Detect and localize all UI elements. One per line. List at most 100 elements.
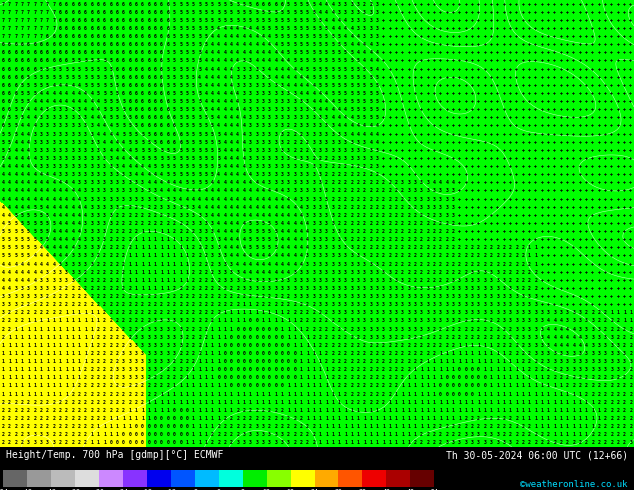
Text: 1: 1 <box>433 367 436 372</box>
Text: 2: 2 <box>154 213 157 218</box>
Text: +: + <box>509 1 512 6</box>
Text: +: + <box>446 140 448 145</box>
Text: 2: 2 <box>313 326 315 332</box>
Text: 6: 6 <box>122 67 125 72</box>
Text: +: + <box>585 172 588 177</box>
Text: +: + <box>414 156 417 161</box>
Text: 2: 2 <box>179 302 182 307</box>
Text: +: + <box>592 148 594 153</box>
Text: 5: 5 <box>173 91 176 96</box>
Text: 1: 1 <box>458 416 461 421</box>
Text: 2: 2 <box>382 229 385 234</box>
Text: +: + <box>541 196 543 201</box>
Text: 2: 2 <box>395 351 398 356</box>
Text: +: + <box>433 91 436 96</box>
Text: 2: 2 <box>389 384 391 389</box>
Text: 7: 7 <box>40 1 42 6</box>
Text: 2: 2 <box>332 189 334 194</box>
Text: 2: 2 <box>217 294 220 299</box>
Text: 5: 5 <box>27 229 30 234</box>
Text: +: + <box>579 91 581 96</box>
Text: +: + <box>566 99 569 104</box>
Text: 1: 1 <box>598 416 600 421</box>
Text: +: + <box>566 91 569 96</box>
Text: 6: 6 <box>91 34 93 39</box>
Text: 2: 2 <box>287 424 290 429</box>
Text: 2: 2 <box>262 408 264 413</box>
Text: 2: 2 <box>553 367 556 372</box>
Text: 4: 4 <box>72 237 74 242</box>
Text: 3: 3 <box>256 172 258 177</box>
Text: 1: 1 <box>8 359 11 364</box>
Text: 0: 0 <box>186 432 188 437</box>
Text: 3: 3 <box>116 205 119 210</box>
Text: 1: 1 <box>382 424 385 429</box>
Text: +: + <box>579 99 581 104</box>
Text: 4: 4 <box>78 205 81 210</box>
Text: 4: 4 <box>230 26 233 31</box>
Text: 1: 1 <box>224 310 226 316</box>
Text: 4: 4 <box>236 196 239 201</box>
Text: 4: 4 <box>34 99 36 104</box>
Text: 2: 2 <box>53 432 55 437</box>
Text: 4: 4 <box>351 34 353 39</box>
Text: 3: 3 <box>395 310 398 316</box>
Text: 3: 3 <box>325 189 328 194</box>
Text: 0: 0 <box>243 343 245 348</box>
Text: 4: 4 <box>211 180 214 185</box>
Text: +: + <box>579 50 581 55</box>
Text: 0: 0 <box>446 375 448 380</box>
Text: 2: 2 <box>382 384 385 389</box>
Text: 6: 6 <box>2 83 4 88</box>
Text: 3: 3 <box>287 115 290 121</box>
Text: 2: 2 <box>598 400 600 405</box>
Text: 4: 4 <box>129 148 131 153</box>
Text: 3: 3 <box>433 310 436 316</box>
Text: 1: 1 <box>553 392 556 396</box>
Text: 3: 3 <box>439 196 442 201</box>
Text: +: + <box>522 58 524 63</box>
Text: +: + <box>534 237 537 242</box>
Text: 3: 3 <box>370 278 372 283</box>
Text: 2: 2 <box>363 229 366 234</box>
Text: 2: 2 <box>122 343 125 348</box>
Text: 3: 3 <box>65 107 68 112</box>
Text: +: + <box>515 83 518 88</box>
Text: 5: 5 <box>249 245 252 250</box>
Text: 1: 1 <box>414 392 417 396</box>
Text: 2: 2 <box>122 221 125 226</box>
Text: 7: 7 <box>8 26 11 31</box>
Text: +: + <box>585 205 588 210</box>
Text: +: + <box>490 148 493 153</box>
Text: 1: 1 <box>363 408 366 413</box>
Text: 1: 1 <box>217 384 220 389</box>
Text: +: + <box>547 10 550 15</box>
Text: +: + <box>452 148 455 153</box>
Text: 1: 1 <box>46 392 49 396</box>
Text: 2: 2 <box>84 384 87 389</box>
Text: +: + <box>547 278 550 283</box>
Text: 1: 1 <box>205 416 207 421</box>
Text: 2: 2 <box>427 213 429 218</box>
Text: 3: 3 <box>490 270 493 275</box>
Text: 0: 0 <box>160 432 163 437</box>
Text: 4: 4 <box>192 196 195 201</box>
Text: 3: 3 <box>256 83 258 88</box>
Text: 6: 6 <box>72 1 74 6</box>
Text: 1: 1 <box>452 400 455 405</box>
Text: 3: 3 <box>325 237 328 242</box>
Text: 3: 3 <box>249 441 252 445</box>
Text: 4: 4 <box>319 107 321 112</box>
Text: 4: 4 <box>224 42 226 47</box>
Text: 2: 2 <box>401 375 404 380</box>
Text: 5: 5 <box>205 26 207 31</box>
Text: 3: 3 <box>275 148 277 153</box>
Text: +: + <box>623 237 626 242</box>
Text: +: + <box>522 18 524 23</box>
Text: 4: 4 <box>21 262 23 267</box>
Text: 2: 2 <box>198 245 201 250</box>
Text: 3: 3 <box>287 99 290 104</box>
Text: 4: 4 <box>2 278 4 283</box>
Text: 3: 3 <box>325 270 328 275</box>
Text: 3: 3 <box>332 229 334 234</box>
